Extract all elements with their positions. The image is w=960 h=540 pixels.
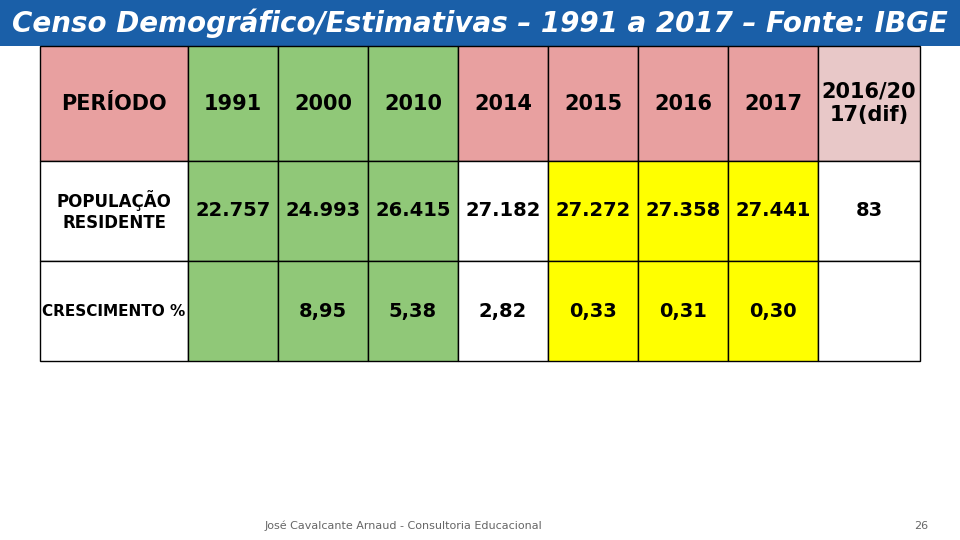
Bar <box>548 161 638 261</box>
Text: 2000: 2000 <box>294 93 352 113</box>
Bar <box>818 46 920 161</box>
Bar <box>40 46 188 161</box>
Bar <box>728 261 818 361</box>
Text: 2010: 2010 <box>384 93 442 113</box>
Text: 24.993: 24.993 <box>285 201 361 220</box>
Bar <box>368 261 458 361</box>
Text: 27.272: 27.272 <box>556 201 631 220</box>
Text: 2017: 2017 <box>744 93 802 113</box>
Text: Censo Demográfico/Estimativas – 1991 a 2017 – Fonte: IBGE: Censo Demográfico/Estimativas – 1991 a 2… <box>12 8 948 38</box>
Bar <box>0 0 960 46</box>
Bar <box>458 161 548 261</box>
Text: 27.182: 27.182 <box>466 201 540 220</box>
Text: 26: 26 <box>915 521 928 531</box>
Text: 2,82: 2,82 <box>479 301 527 321</box>
Text: 0,31: 0,31 <box>660 301 707 321</box>
Text: 0,30: 0,30 <box>749 301 797 321</box>
Bar <box>818 161 920 261</box>
Bar <box>818 261 920 361</box>
Bar <box>278 161 368 261</box>
Text: 2016: 2016 <box>654 93 712 113</box>
Bar <box>188 161 278 261</box>
Text: 5,38: 5,38 <box>389 301 437 321</box>
Text: José Cavalcante Arnaud - Consultoria Educacional: José Cavalcante Arnaud - Consultoria Edu… <box>264 521 542 531</box>
Bar <box>548 46 638 161</box>
Text: 83: 83 <box>855 201 882 220</box>
Text: 2014: 2014 <box>474 93 532 113</box>
Bar <box>188 46 278 161</box>
Bar <box>638 261 728 361</box>
Bar <box>548 261 638 361</box>
Text: 0,33: 0,33 <box>569 301 617 321</box>
Text: PERÍODO: PERÍODO <box>61 93 167 113</box>
Bar <box>278 261 368 361</box>
Bar <box>278 46 368 161</box>
Text: 27.441: 27.441 <box>735 201 810 220</box>
Bar <box>368 161 458 261</box>
Bar <box>458 46 548 161</box>
Bar <box>728 46 818 161</box>
Bar <box>368 46 458 161</box>
Bar <box>638 46 728 161</box>
Text: 27.358: 27.358 <box>645 201 721 220</box>
Text: CRESCIMENTO %: CRESCIMENTO % <box>42 303 185 319</box>
Text: 22.757: 22.757 <box>196 201 271 220</box>
Text: 26.415: 26.415 <box>375 201 451 220</box>
Bar <box>40 161 188 261</box>
Bar <box>728 161 818 261</box>
Text: 2016/20
17(dif): 2016/20 17(dif) <box>822 82 916 125</box>
Text: POPULAÇÃO
RESIDENTE: POPULAÇÃO RESIDENTE <box>57 190 172 232</box>
Text: 1991: 1991 <box>204 93 262 113</box>
Bar <box>188 261 278 361</box>
Bar <box>638 161 728 261</box>
Text: 8,95: 8,95 <box>299 301 348 321</box>
Text: 2015: 2015 <box>564 93 622 113</box>
Bar <box>40 261 188 361</box>
Bar <box>458 261 548 361</box>
